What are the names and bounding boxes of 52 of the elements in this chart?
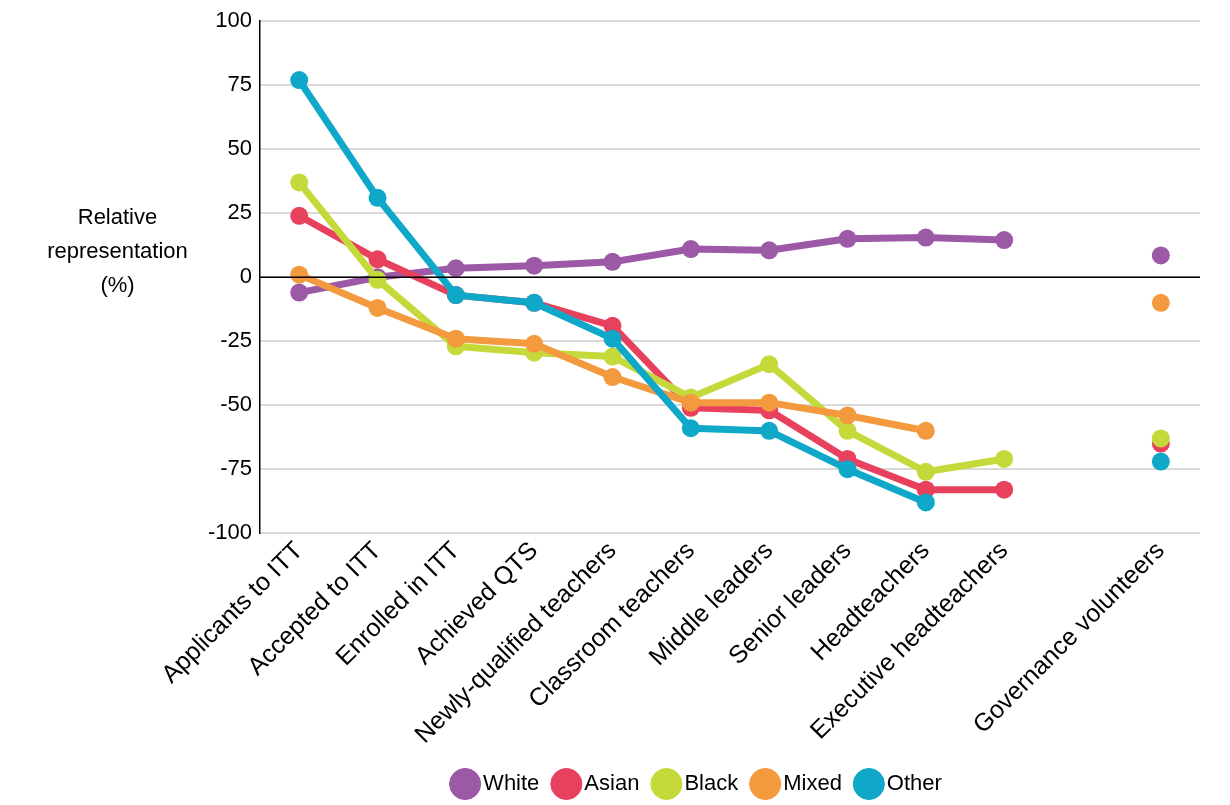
legend-label: Black (684, 770, 740, 796)
y-tick-label: 25 (227, 199, 253, 225)
point (1151, 246, 1170, 265)
point (681, 240, 700, 259)
legend-label: Other (886, 770, 942, 796)
point (603, 347, 622, 366)
point (525, 256, 544, 275)
point (1151, 429, 1170, 448)
legend-label: White (483, 770, 540, 796)
point (1151, 452, 1170, 471)
y-tick-label: 50 (227, 135, 253, 161)
point (290, 206, 309, 225)
point (446, 329, 465, 348)
point (916, 493, 935, 512)
point (1151, 293, 1170, 312)
legend-label: Asian (584, 770, 640, 796)
point (995, 480, 1014, 499)
point (290, 173, 309, 192)
point (838, 460, 857, 479)
y-tick-label: -50 (220, 391, 253, 417)
point (995, 231, 1014, 250)
point (525, 334, 544, 353)
point (995, 449, 1014, 468)
point (916, 462, 935, 481)
point (368, 298, 387, 317)
point (838, 229, 857, 248)
y-tick-label: -100 (207, 519, 253, 545)
legend-label: Mixed (783, 770, 842, 796)
point (603, 368, 622, 387)
y-axis-title: Relative representation (%) (46, 203, 189, 299)
point (916, 421, 935, 440)
point (290, 71, 309, 90)
y-tick-label: 100 (215, 7, 253, 33)
point (838, 406, 857, 425)
point (838, 421, 857, 440)
point (681, 419, 700, 438)
point (760, 241, 779, 260)
y-tick-label: 0 (239, 263, 253, 289)
point (368, 188, 387, 207)
point (290, 283, 309, 302)
point (916, 228, 935, 247)
point (446, 259, 465, 278)
y-tick-label: -25 (220, 327, 253, 353)
point (603, 252, 622, 271)
y-tick-label: -75 (220, 455, 253, 481)
point (760, 393, 779, 412)
point (760, 355, 779, 374)
point (603, 329, 622, 348)
point (681, 393, 700, 412)
point (368, 250, 387, 269)
point (760, 421, 779, 440)
y-tick-label: 75 (227, 71, 253, 97)
